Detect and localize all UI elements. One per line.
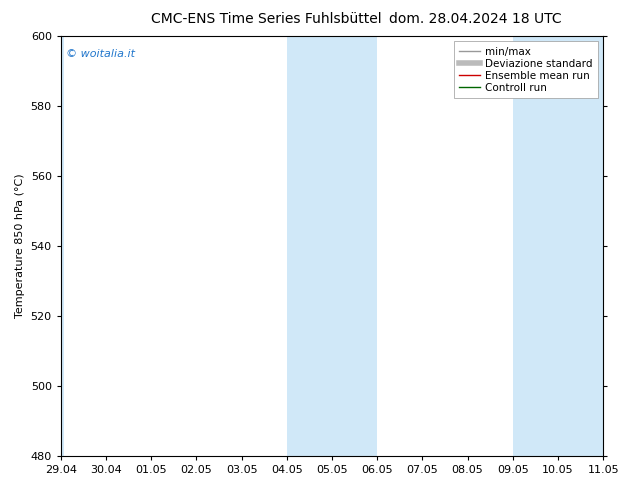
Bar [513, 36, 603, 456]
Bar [61, 36, 65, 456]
Text: dom. 28.04.2024 18 UTC: dom. 28.04.2024 18 UTC [389, 12, 562, 26]
Y-axis label: Temperature 850 hPa (°C): Temperature 850 hPa (°C) [15, 174, 25, 318]
Bar [287, 36, 377, 456]
Text: CMC-ENS Time Series Fuhlsbüttel: CMC-ENS Time Series Fuhlsbüttel [151, 12, 382, 26]
Text: © woitalia.it: © woitalia.it [67, 49, 135, 59]
Legend: min/max, Deviazione standard, Ensemble mean run, Controll run: min/max, Deviazione standard, Ensemble m… [454, 41, 598, 98]
